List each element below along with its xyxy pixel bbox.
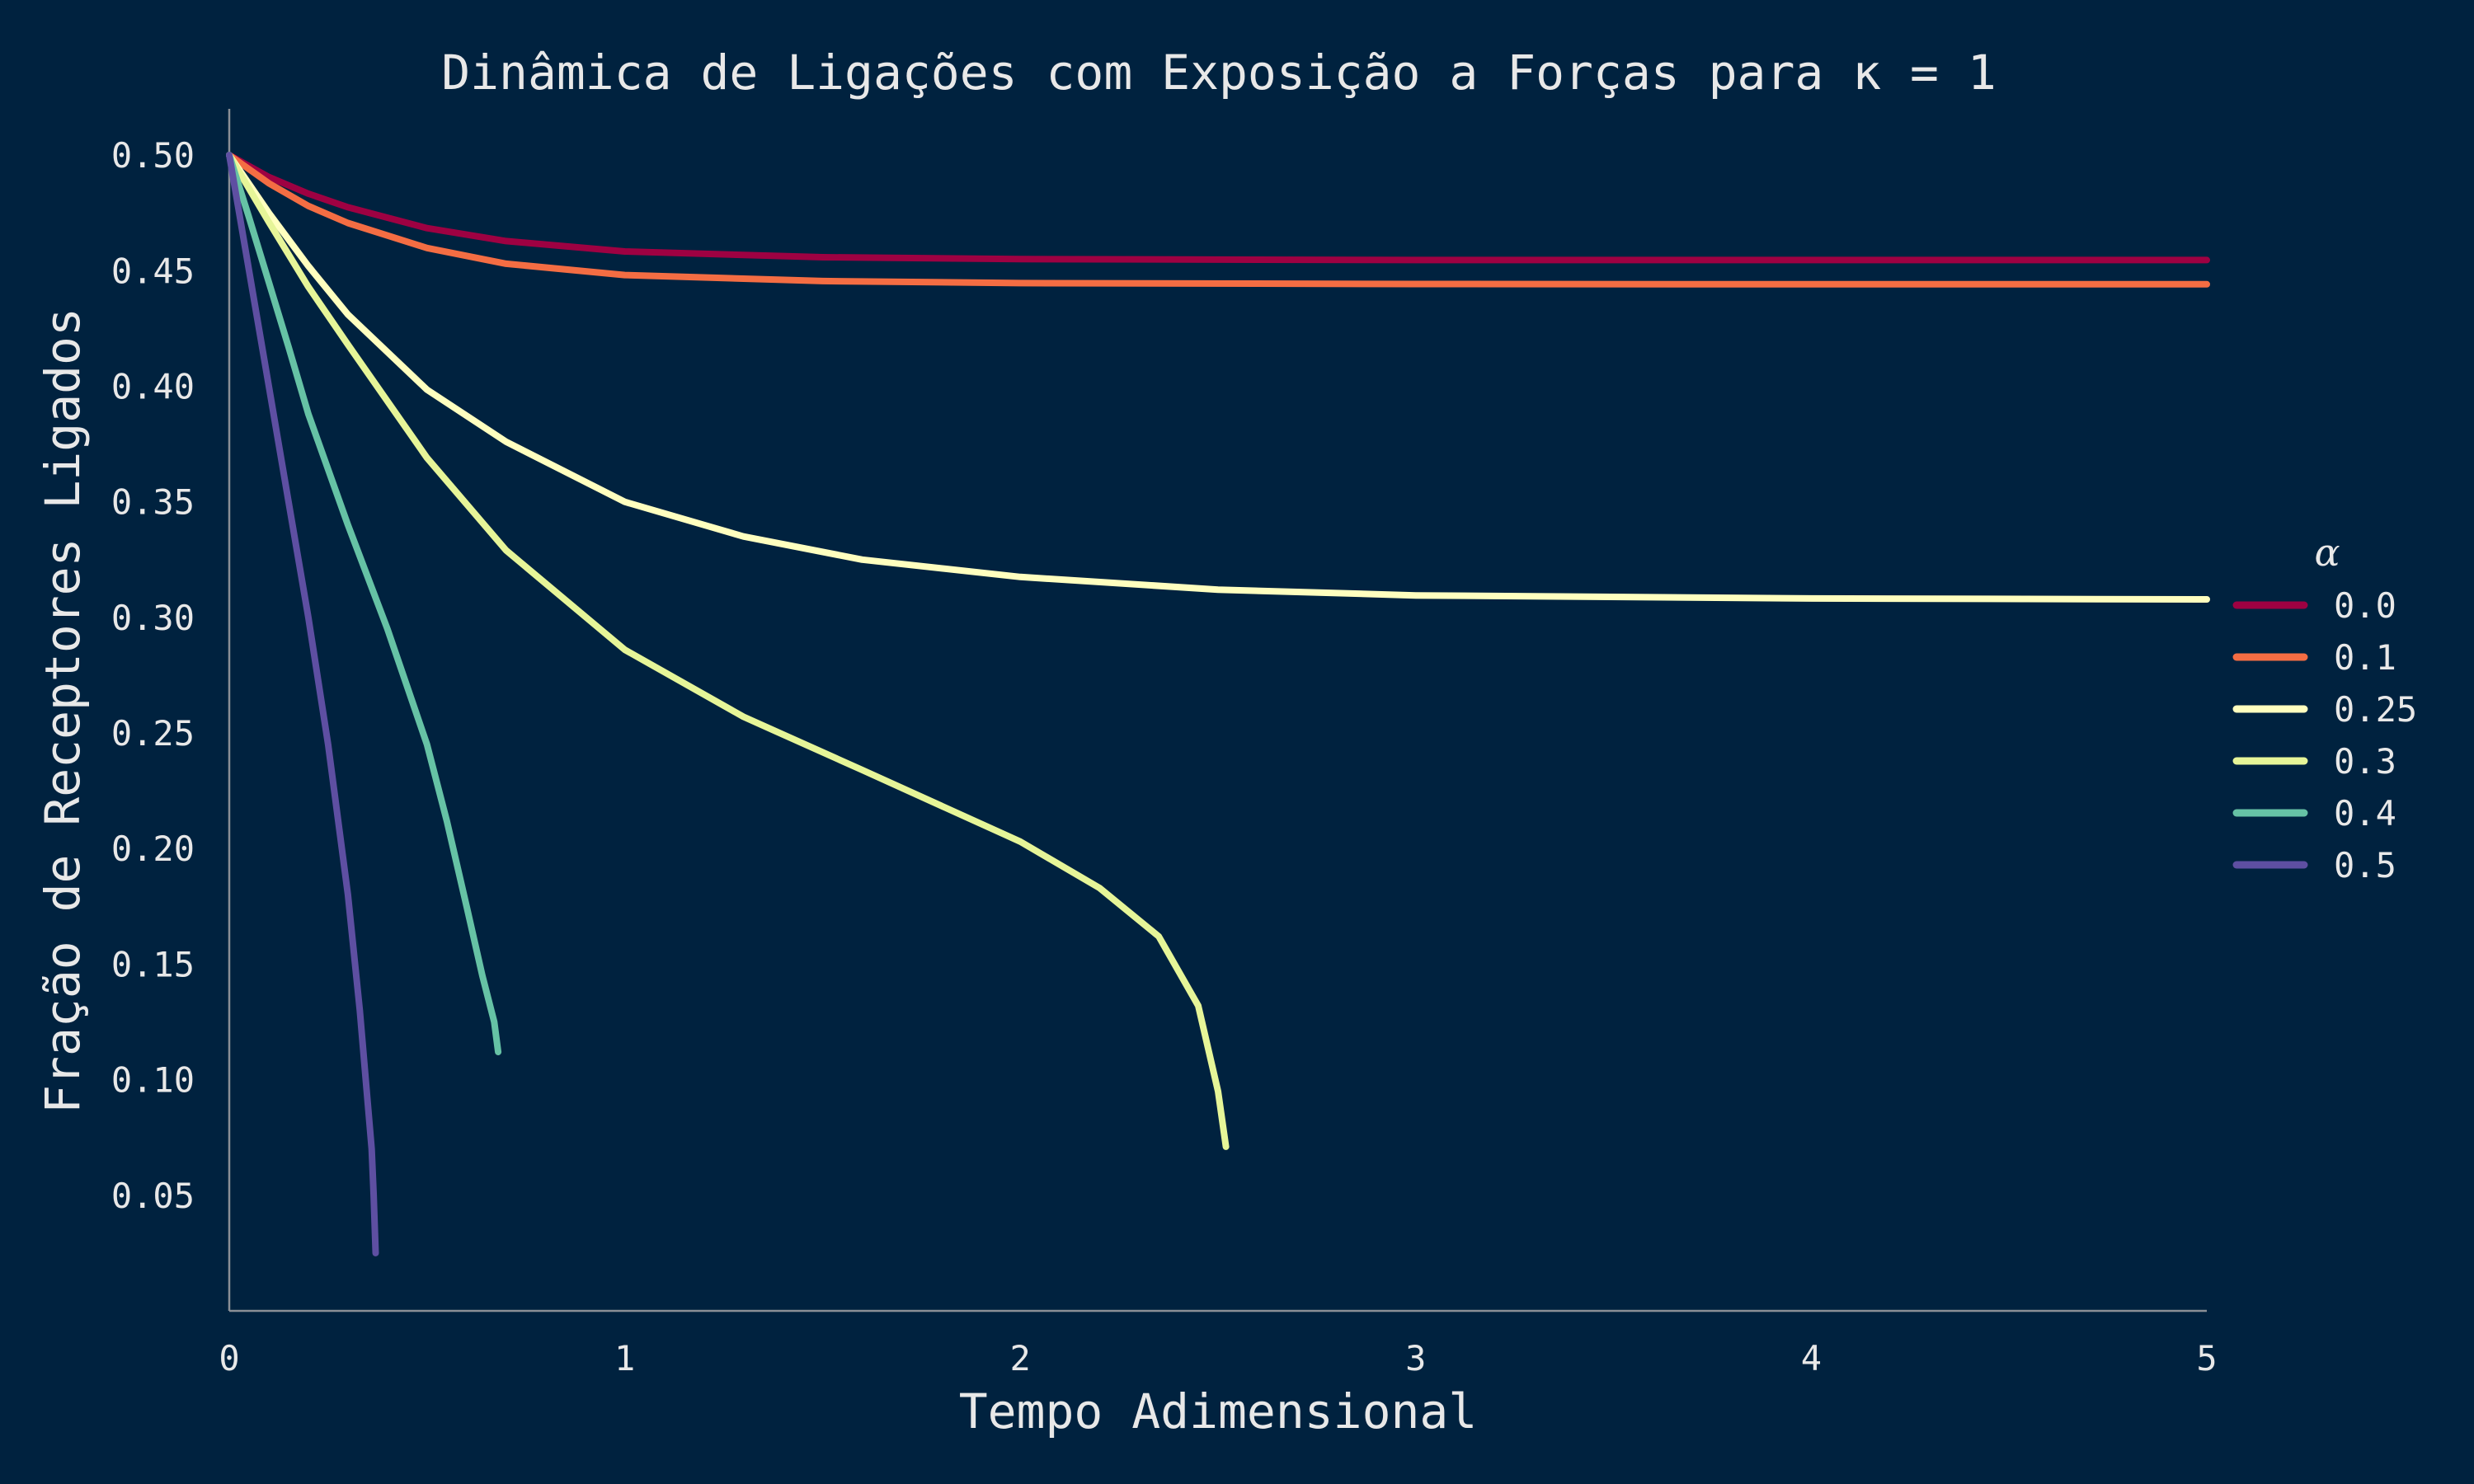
y-tick-label: 0.20 bbox=[111, 829, 195, 869]
legend-items: 0.0 0.1 0.25 0.3 0.4 0.5 bbox=[2232, 585, 2417, 885]
legend-label: 0.0 bbox=[2334, 585, 2396, 626]
series-line-0-1 bbox=[226, 152, 2210, 288]
legend: α 0.0 0.1 0.25 0.3 0.4 0.5 bbox=[2232, 530, 2417, 885]
y-tick-label: 0.05 bbox=[111, 1176, 195, 1216]
x-axis-label: Tempo Adimensional bbox=[959, 1383, 1478, 1439]
y-tick-labels: 0.05 0.10 0.15 0.20 0.25 0.30 0.35 0.40 0.45 0.50 bbox=[111, 135, 195, 1216]
y-tick-label: 0.10 bbox=[111, 1060, 195, 1101]
legend-label: 0.1 bbox=[2334, 637, 2396, 678]
series-line-0-4 bbox=[226, 152, 502, 1055]
chart-title: Dinâmica de Ligações com Exposição a For… bbox=[441, 45, 1997, 101]
x-tick-label: 0 bbox=[219, 1338, 239, 1378]
x-tick-label: 5 bbox=[2196, 1338, 2217, 1378]
y-tick-label: 0.40 bbox=[111, 367, 195, 407]
x-tick-label: 1 bbox=[614, 1338, 635, 1378]
x-tick-labels: 0 1 2 3 4 5 bbox=[219, 1338, 2217, 1378]
series-line-0-3 bbox=[226, 152, 1230, 1150]
legend-title: α bbox=[2314, 530, 2340, 575]
y-tick-label: 0.30 bbox=[111, 598, 195, 638]
series-group bbox=[226, 152, 2210, 1256]
legend-label: 0.4 bbox=[2334, 793, 2396, 834]
y-tick-label: 0.45 bbox=[111, 251, 195, 291]
y-tick-label: 0.50 bbox=[111, 135, 195, 176]
y-tick-label: 0.15 bbox=[111, 944, 195, 984]
y-tick-label: 0.35 bbox=[111, 482, 195, 523]
series-line-0-5 bbox=[226, 152, 379, 1256]
x-tick-label: 2 bbox=[1010, 1338, 1031, 1378]
series-line-0-25 bbox=[226, 152, 2210, 603]
legend-label: 0.5 bbox=[2334, 845, 2396, 885]
y-tick-label: 0.25 bbox=[111, 713, 195, 754]
x-tick-label: 4 bbox=[1801, 1338, 1822, 1378]
y-axis-label: Fração de Receptores Ligados bbox=[35, 308, 91, 1114]
legend-label: 0.3 bbox=[2334, 741, 2396, 782]
legend-label: 0.25 bbox=[2334, 689, 2417, 730]
series-line-0-0 bbox=[226, 152, 2210, 264]
x-tick-label: 3 bbox=[1405, 1338, 1426, 1378]
